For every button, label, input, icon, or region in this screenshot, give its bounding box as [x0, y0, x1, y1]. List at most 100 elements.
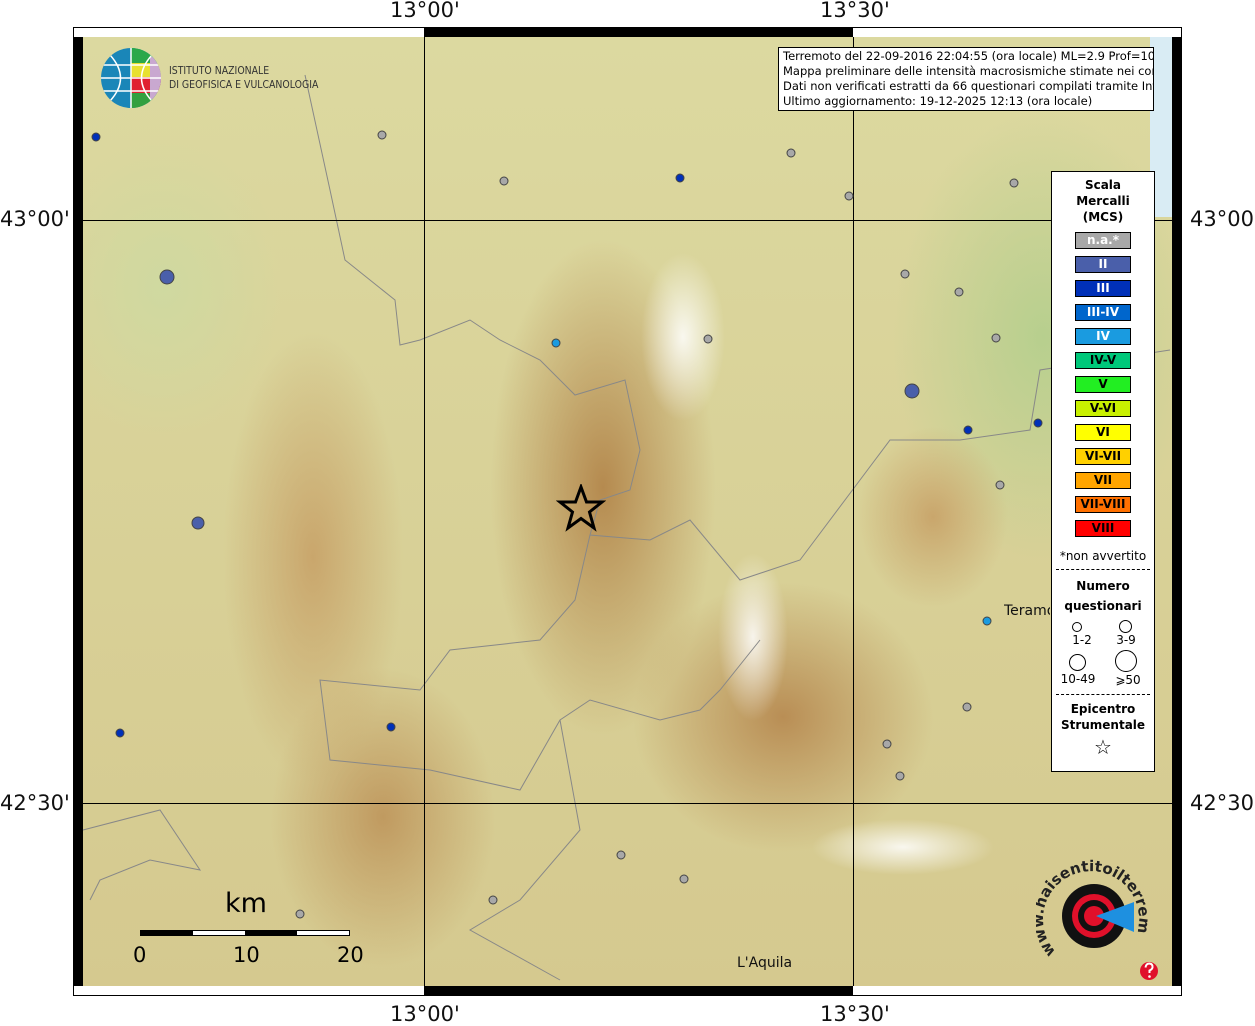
- intensity-point[interactable]: [679, 874, 689, 884]
- terrain-map[interactable]: [83, 37, 1172, 986]
- intensity-point[interactable]: [1009, 178, 1019, 188]
- town-laquila: L'Aquila: [737, 955, 793, 971]
- count-label: 10-49: [1060, 672, 1096, 686]
- legend: Scala Mercalli (MCS) n.a.* II III III-IV IV I…: [1051, 171, 1155, 772]
- lon-label-top-2: 13°30': [820, 0, 890, 22]
- scale-tick: 10: [233, 943, 260, 967]
- legend-swatch-II: II: [1075, 256, 1131, 273]
- haisentito-logo: www.haisentitoilterremoto.it: [1036, 856, 1158, 980]
- count-label: 3-9: [1116, 633, 1136, 647]
- info-line: Mappa preliminare delle intensità macros…: [783, 64, 1154, 78]
- intensity-point[interactable]: [499, 176, 509, 186]
- intensity-point[interactable]: [895, 771, 905, 781]
- lat-label-left-2: 42°30': [0, 791, 70, 815]
- count-title: questionari: [1064, 599, 1142, 613]
- legend-swatch-V: V: [1075, 376, 1131, 393]
- intensity-point[interactable]: [882, 739, 892, 749]
- intensity-point[interactable]: [962, 702, 972, 712]
- frame-segment: [1172, 803, 1182, 986]
- lat-label-right-2: 42°30': [1190, 791, 1255, 815]
- intensity-point[interactable]: [982, 616, 992, 626]
- intensity-point[interactable]: [900, 269, 910, 279]
- intensity-point[interactable]: [377, 130, 387, 140]
- logo-line-2: DI GEOFISICA E VULCANOLOGIA: [169, 78, 319, 91]
- intensity-point[interactable]: [386, 722, 396, 732]
- size-circle-small: [1072, 622, 1082, 632]
- intensity-point[interactable]: [963, 425, 973, 435]
- legend-swatch-VI-VII: VI-VII: [1075, 448, 1131, 465]
- size-circle-xlarge: [1115, 650, 1137, 672]
- intensity-point[interactable]: [1033, 418, 1043, 428]
- count-title: Numero: [1076, 579, 1130, 593]
- scale-tick: 20: [337, 943, 364, 967]
- intensity-point[interactable]: [995, 480, 1005, 490]
- intensity-point[interactable]: [295, 909, 305, 919]
- intensity-point[interactable]: [844, 191, 854, 201]
- info-line: Ultimo aggiornamento: 19-12-2025 12:13 (…: [783, 94, 1093, 108]
- legend-star-icon: ☆: [1094, 735, 1112, 759]
- epicenter-title: Epicentro: [1070, 702, 1136, 716]
- legend-swatch-VII: VII: [1075, 472, 1131, 489]
- intensity-point[interactable]: [991, 333, 1001, 343]
- legend-swatch-V-VI: V-VI: [1075, 400, 1131, 417]
- legend-swatch-IV: IV: [1075, 328, 1131, 345]
- frame-segment: [1172, 37, 1182, 220]
- intensity-point[interactable]: [904, 383, 920, 399]
- sea-area: [1150, 37, 1172, 217]
- scale-bar-graphic: [140, 930, 350, 936]
- intensity-point[interactable]: [675, 173, 685, 183]
- intensity-point[interactable]: [159, 269, 175, 285]
- intensity-point[interactable]: [91, 132, 101, 142]
- question-badge-icon: [1140, 962, 1158, 980]
- grid-line: [424, 37, 425, 986]
- intensity-point[interactable]: [191, 516, 205, 530]
- legend-swatch-III: III: [1075, 280, 1131, 297]
- legend-title: (MCS): [1082, 210, 1124, 224]
- count-label: ⩾50: [1115, 673, 1141, 687]
- lat-label-right-1: 43°00': [1190, 207, 1255, 231]
- scale-tick: 0: [133, 943, 147, 967]
- lat-label-left-1: 43°00': [0, 207, 70, 231]
- intensity-point[interactable]: [616, 850, 626, 860]
- event-info-box: Terremoto del 22-09-2016 22:04:55 (ora l…: [778, 47, 1154, 111]
- legend-swatch-VI: VI: [1075, 424, 1131, 441]
- frame-segment: [73, 220, 83, 803]
- legend-title: Scala: [1084, 178, 1122, 192]
- grid-line: [83, 803, 1172, 804]
- legend-swatch-III-IV: III-IV: [1075, 304, 1131, 321]
- scale-unit: km: [225, 888, 267, 919]
- lon-label-bottom-1: 13°00': [390, 1002, 460, 1026]
- legend-swatch-na: n.a.*: [1075, 232, 1131, 249]
- size-circle-medium: [1119, 620, 1132, 633]
- legend-note: *non avvertito: [1059, 549, 1147, 563]
- info-line: Dati non verificati estratti da 66 quest…: [783, 79, 1154, 93]
- count-label: 1-2: [1072, 633, 1092, 647]
- intensity-point[interactable]: [954, 287, 964, 297]
- frame-segment: [424, 27, 853, 37]
- frame-segment: [1172, 220, 1182, 803]
- frame-segment: [73, 803, 83, 986]
- town-teramo: Teramo: [1004, 603, 1050, 619]
- logo-line-1: ISTITUTO NAZIONALE: [169, 64, 270, 77]
- size-circle-large: [1069, 654, 1086, 671]
- frame-segment: [424, 986, 853, 996]
- intensity-point[interactable]: [488, 895, 498, 905]
- legend-title: Mercalli: [1076, 194, 1130, 208]
- frame-segment: [73, 37, 83, 220]
- info-line: Terremoto del 22-09-2016 22:04:55 (ora l…: [783, 49, 1154, 63]
- legend-swatch-IV-V: IV-V: [1075, 352, 1131, 369]
- grid-line: [853, 37, 854, 986]
- intensity-point[interactable]: [551, 338, 561, 348]
- globe-icon: [101, 48, 161, 108]
- intensity-point[interactable]: [115, 728, 125, 738]
- intensity-point[interactable]: [703, 334, 713, 344]
- legend-swatch-VII-VIII: VII-VIII: [1075, 496, 1131, 513]
- intensity-point[interactable]: [786, 148, 796, 158]
- grid-line: [83, 220, 1172, 221]
- epicenter-star-icon[interactable]: [556, 484, 606, 532]
- legend-swatch-VIII: VIII: [1075, 520, 1131, 537]
- lon-label-bottom-2: 13°30': [820, 1002, 890, 1026]
- lon-label-top-1: 13°00': [390, 0, 460, 22]
- epicenter-title: Strumentale: [1060, 718, 1146, 732]
